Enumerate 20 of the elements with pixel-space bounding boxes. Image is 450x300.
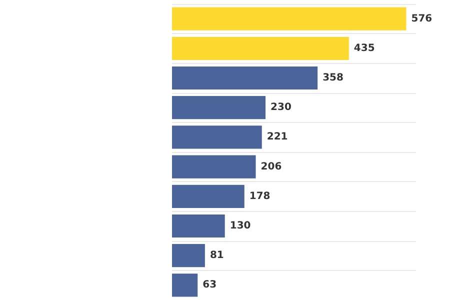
bar [172,155,256,178]
data-label: 576 [411,13,432,24]
data-label: 63 [202,280,217,291]
data-label: 358 [322,72,344,84]
data-label: 221 [266,132,288,143]
bar [172,274,198,297]
bar [172,66,318,90]
data-label: 130 [230,220,251,232]
bar [172,7,406,30]
data-label: 435 [354,42,375,54]
data-label: 81 [210,250,224,262]
bar [172,214,225,238]
data-label: 206 [260,161,282,172]
data-label: 178 [249,190,270,202]
bar [172,126,262,149]
data-label: 230 [270,102,292,114]
bar [172,184,244,208]
bar [172,36,349,60]
bar [172,244,205,268]
bar [172,96,266,120]
